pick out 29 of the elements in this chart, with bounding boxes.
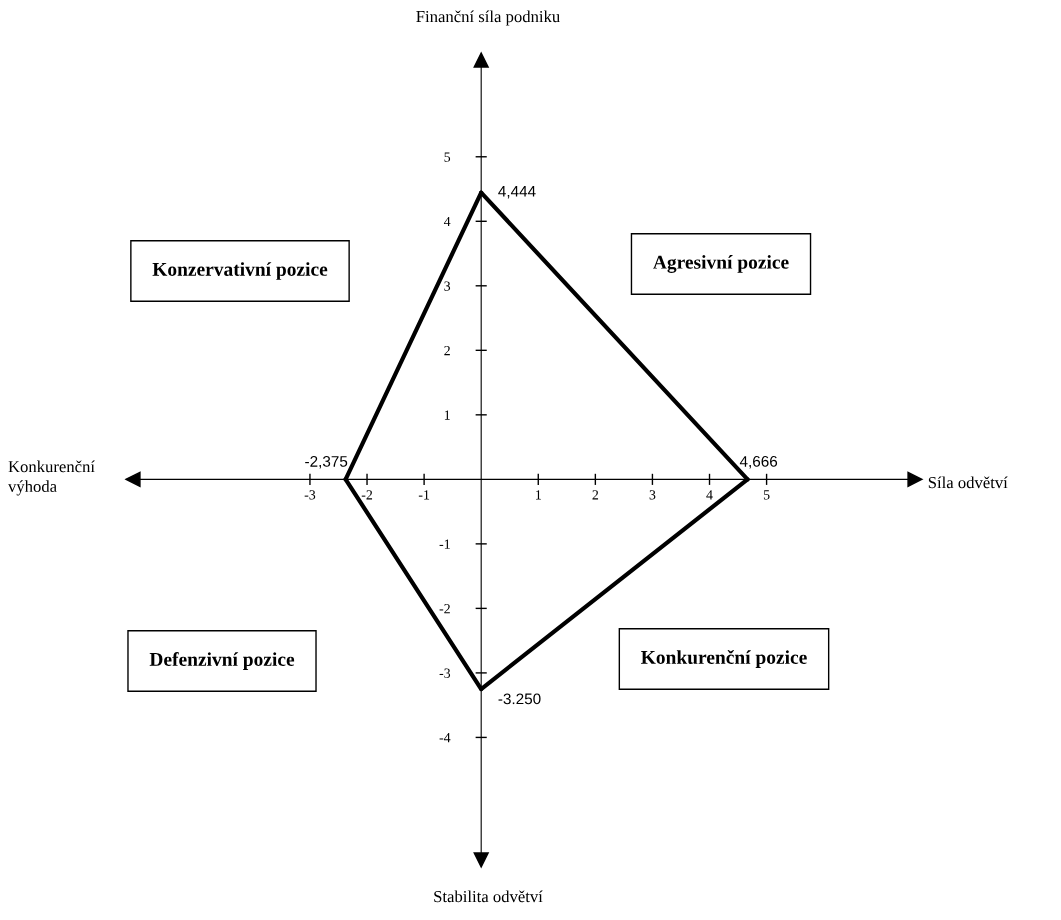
- y-tick-label: -4: [439, 733, 451, 743]
- y-tick-label: 3: [444, 281, 451, 291]
- x-tick-label: 3: [649, 490, 656, 500]
- annotation: -3.250: [498, 693, 541, 705]
- y-tick-label: -2: [439, 604, 450, 614]
- x-tick-label: 1: [536, 490, 541, 500]
- annotation: Agresivní pozice: [653, 255, 789, 273]
- x-tick-label: -3: [304, 490, 316, 500]
- y-tick-label: 1: [444, 410, 450, 420]
- x-tick-label: 5: [763, 490, 770, 500]
- x-tick-label: 4: [706, 490, 713, 500]
- annotation: Konzervativní pozice: [152, 262, 328, 280]
- text: Stabilita odvětví: [434, 890, 543, 903]
- annotation: -2,375: [305, 455, 348, 469]
- y-tick-label: 4: [443, 216, 451, 227]
- y-tick-label: 2: [444, 345, 450, 356]
- annotation: 4,666: [739, 455, 778, 469]
- y-tick-label: -3: [439, 668, 451, 678]
- annotation: Konkurenční pozice: [641, 650, 807, 668]
- y-axis-title: Finanční síla podniku: [416, 10, 560, 26]
- y-tick-label: -1: [439, 539, 450, 549]
- annotation: Defenzivní pozice: [149, 652, 295, 670]
- text: Konkurenční výhoda: [8, 460, 95, 496]
- x-tick-label: 2: [592, 490, 599, 500]
- y-tick-label: 5: [444, 152, 451, 162]
- annotation: 4,444: [498, 186, 536, 199]
- x-tick-label: -2: [361, 490, 373, 500]
- x-tick-label: -1: [418, 490, 430, 500]
- x-axis-title: Síla odvětví: [928, 476, 1008, 489]
